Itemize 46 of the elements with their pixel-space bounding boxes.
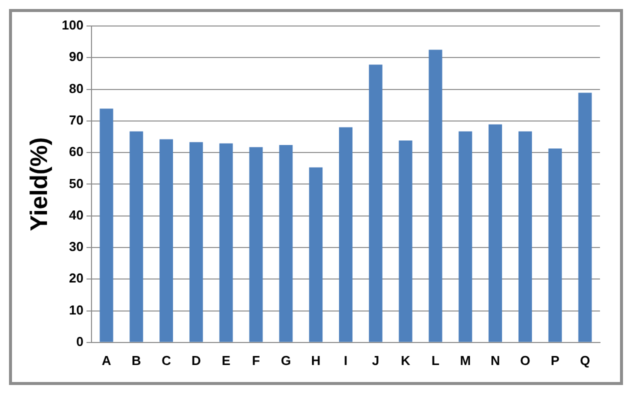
bar [518,131,532,342]
x-tick-label: L [432,352,440,368]
bar [189,142,203,342]
x-tick-label: M [460,352,471,368]
bar [130,131,144,342]
x-tick-label: E [222,352,231,368]
bar [279,144,293,342]
y-tick-label: 0 [76,334,84,349]
y-tick-label: 50 [69,176,84,191]
y-tick-label: 30 [69,239,84,254]
y-tick-label: 20 [69,270,84,286]
x-tick-label: Q [580,352,590,368]
y-tick-label: 10 [69,302,84,318]
y-tick-label: 40 [69,207,84,222]
bar [309,167,323,342]
y-tick-label: 60 [69,144,84,160]
bar [249,147,263,342]
x-tick-label: C [162,352,172,368]
bar [339,127,352,342]
bar [578,92,592,342]
bar [548,148,562,342]
x-tick-label: O [520,352,530,368]
x-tick-label: J [372,352,380,368]
bar [160,139,173,342]
x-tick-label: K [400,352,411,368]
y-tick-label: 100 [62,18,84,33]
x-tick-label: F [252,352,260,368]
x-tick-label: D [191,352,201,368]
x-tick-label: H [311,352,321,368]
y-tick-label: 90 [69,49,84,64]
x-tick-label: P [550,352,560,368]
x-tick-label: N [490,352,500,368]
x-tick-label: G [280,352,291,368]
bar [100,108,114,342]
bar [219,143,233,342]
bar [398,140,412,342]
x-tick-label: B [132,352,142,368]
y-tick-label: 80 [69,80,84,96]
x-tick-label: A [102,352,112,368]
bar [428,50,442,342]
x-tick-label: I [344,352,348,368]
bar [488,124,502,342]
bar [458,131,472,342]
bar [368,64,382,342]
y-axis-title: Yield(%) [26,137,54,232]
y-tick-label: 70 [69,112,84,128]
